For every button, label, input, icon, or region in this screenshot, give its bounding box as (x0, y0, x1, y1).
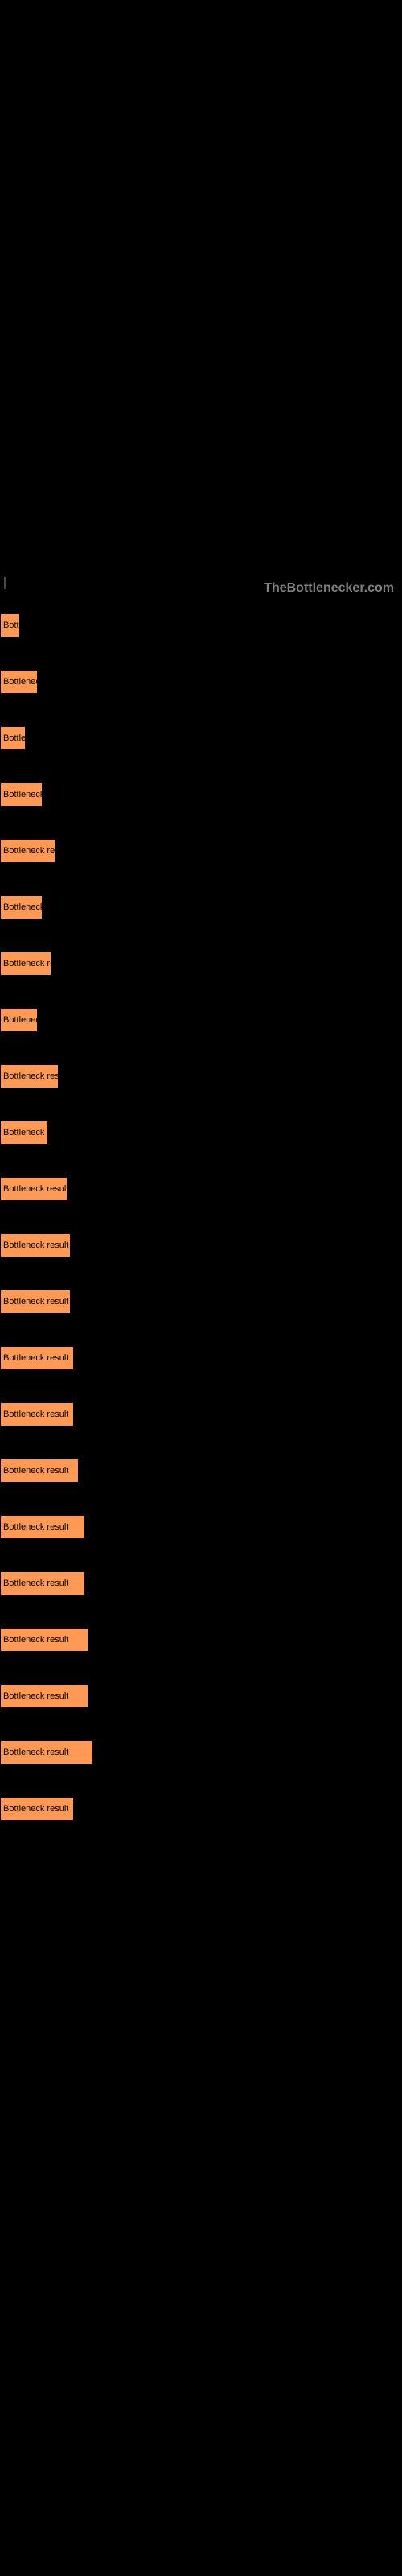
chart-bar: Bottleneck result (0, 1797, 74, 1821)
bar-row: Bottler (0, 726, 402, 750)
axis-tick (4, 577, 6, 589)
chart-bar: Bottleneck (0, 895, 43, 919)
chart-bar: Bottleneck result (0, 1346, 74, 1370)
bar-row: Bottl (0, 613, 402, 638)
chart-bar: Bottleneck result (0, 1402, 74, 1426)
bar-row: Bottlenec (0, 670, 402, 694)
chart-bar: Bottleneck result (0, 1290, 71, 1314)
chart-bar: Bottleneck result (0, 1684, 88, 1708)
chart-bar: Bottleneck result (0, 1177, 68, 1201)
bar-row: Bottleneck result (0, 1571, 402, 1596)
chart-bar: Bottl (0, 613, 20, 638)
bar-row: Bottleneck result (0, 1459, 402, 1483)
chart-bar: Bottlenec (0, 1008, 38, 1032)
bar-row: Bottleneck (0, 895, 402, 919)
bar-row: Bottleneck result (0, 1740, 402, 1765)
bar-row: Bottleneck result (0, 1402, 402, 1426)
bar-row: Bottleneck result (0, 1684, 402, 1708)
bar-row: Bottleneck result (0, 1346, 402, 1370)
chart-bar: Bottleneck r (0, 1121, 48, 1145)
chart-bar: Bottleneck result (0, 1628, 88, 1652)
bar-chart: Bottl Bottlenec Bottler Bottleneck Bottlenec… (0, 577, 402, 1857)
bar-row: Bottleneck result (0, 1797, 402, 1821)
bar-row: Bottleneck result (0, 1628, 402, 1652)
chart-bar: Bottleneck res (0, 839, 55, 863)
bar-row: Bottleneck r (0, 1121, 402, 1145)
bar-row: Bottleneck result (0, 1515, 402, 1539)
bar-row: Bottleneck result (0, 1177, 402, 1201)
chart-bar: Bottleneck result (0, 1459, 79, 1483)
bar-row: Bottleneck resu (0, 1064, 402, 1088)
bar-row: Bottleneck re (0, 952, 402, 976)
chart-bar: Bottleneck resu (0, 1064, 59, 1088)
bar-row: Bottlenec (0, 1008, 402, 1032)
chart-bar: Bottleneck (0, 782, 43, 807)
chart-bar: Bottleneck result (0, 1515, 85, 1539)
chart-bar: Bottleneck result (0, 1740, 93, 1765)
bar-row: Bottleneck (0, 782, 402, 807)
chart-bar: Bottlenec (0, 670, 38, 694)
chart-bar: Bottler (0, 726, 26, 750)
bar-row: Bottleneck result (0, 1233, 402, 1257)
chart-bar: Bottleneck re (0, 952, 51, 976)
chart-bar: Bottleneck result (0, 1571, 85, 1596)
bar-row: Bottleneck res (0, 839, 402, 863)
bar-row: Bottleneck result (0, 1290, 402, 1314)
chart-bar: Bottleneck result (0, 1233, 71, 1257)
